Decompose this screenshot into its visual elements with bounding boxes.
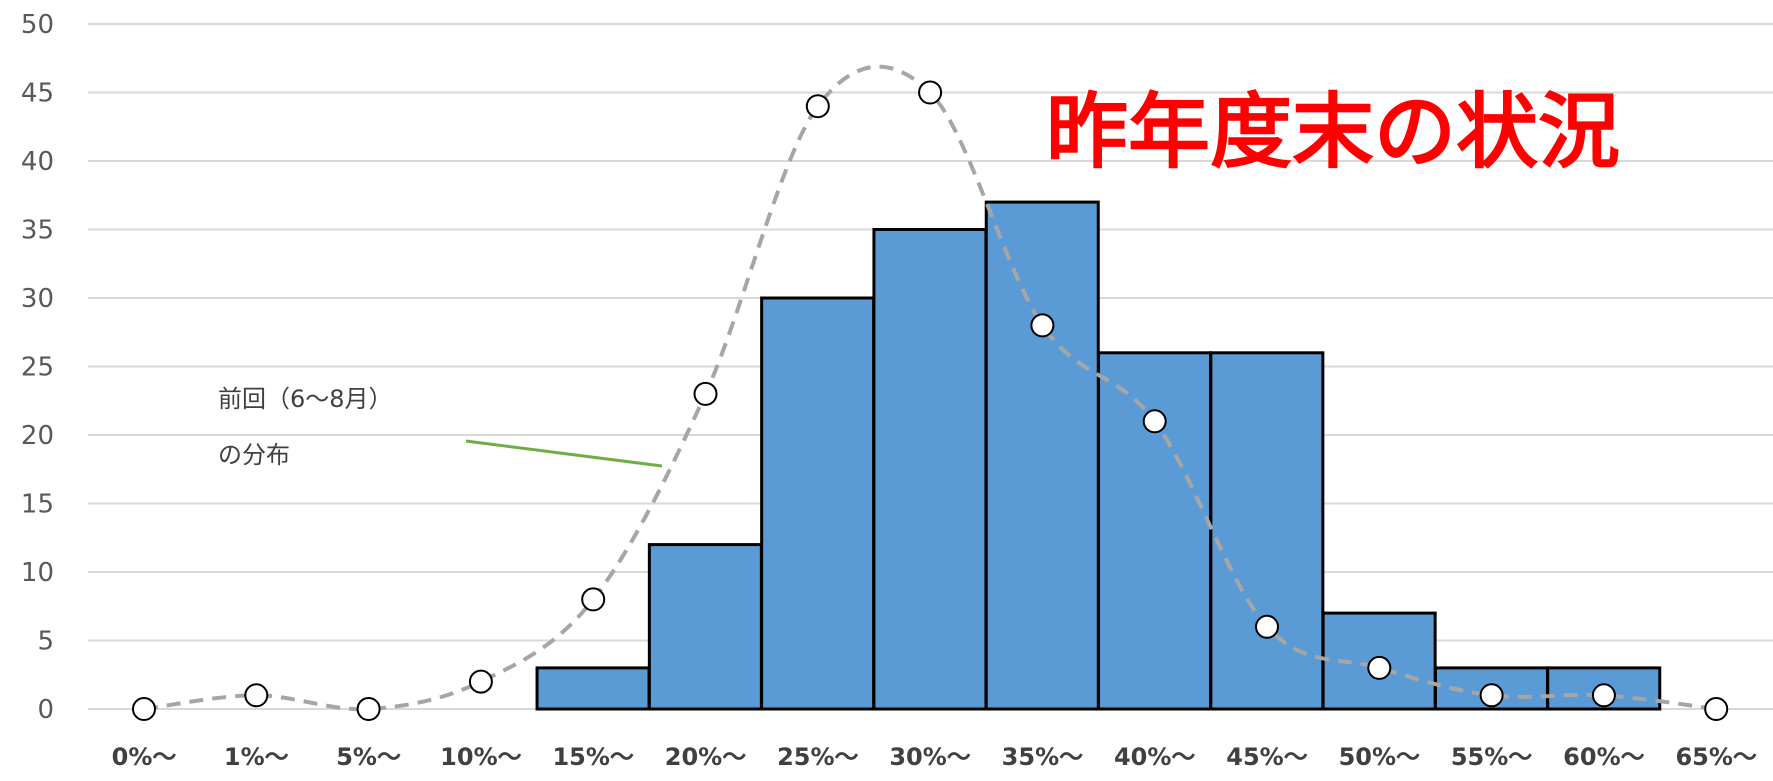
x-tick-label: 40%〜 [1114, 743, 1195, 771]
bar [535, 666, 651, 711]
bar [1097, 351, 1213, 711]
bar [872, 228, 988, 711]
y-tick-label: 50 [21, 10, 54, 40]
y-tick-label: 15 [21, 490, 54, 520]
line-marker [1255, 614, 1279, 639]
x-tick-label: 35%〜 [1002, 743, 1083, 771]
x-tick-label: 45%〜 [1226, 743, 1307, 771]
bar [647, 543, 763, 711]
line-marker [1142, 409, 1167, 434]
line-marker [1479, 683, 1504, 708]
line-marker [918, 80, 943, 105]
line-marker [468, 669, 493, 694]
bar [760, 296, 876, 711]
y-axis-ticks: 0 5 10 15 20 25 30 35 40 45 50 [21, 10, 54, 725]
line-marker [1591, 683, 1616, 708]
y-tick-label: 25 [21, 353, 54, 383]
line-marker [693, 381, 718, 406]
x-tick-label: 0%〜 [112, 743, 177, 771]
bar [1209, 351, 1325, 711]
x-axis-ticks: 0%〜 1%〜 5%〜 10%〜 15%〜 20%〜 25%〜 30%〜 35%〜 40%〜 45%… [112, 743, 1757, 771]
y-tick-label: 20 [21, 421, 54, 451]
y-tick-label: 10 [21, 558, 54, 588]
line-marker [1030, 313, 1055, 338]
annotation-line-1: 前回（6〜8月） [218, 385, 393, 413]
bars [535, 200, 1662, 711]
x-tick-label: 25%〜 [777, 743, 858, 771]
x-tick-label: 65%〜 [1675, 743, 1756, 771]
x-tick-label: 5%〜 [336, 743, 401, 771]
chart-title: 昨年度末の状況 [1046, 85, 1620, 180]
annotation-line-2: の分布 [218, 441, 290, 469]
line-marker [356, 697, 381, 721]
x-tick-label: 30%〜 [889, 743, 970, 771]
previous-distribution-line [132, 64, 1729, 721]
line-marker [805, 94, 830, 119]
x-tick-label: 55%〜 [1451, 743, 1532, 771]
y-tick-label: 45 [21, 79, 54, 109]
y-tick-label: 0 [37, 695, 54, 725]
line-marker [1704, 697, 1729, 721]
line-marker [244, 683, 269, 708]
line-marker [581, 587, 606, 612]
x-tick-label: 50%〜 [1339, 743, 1420, 771]
bar [984, 200, 1100, 711]
y-tick-label: 5 [37, 627, 54, 657]
x-tick-label: 60%〜 [1563, 743, 1644, 771]
x-tick-label: 15%〜 [552, 743, 633, 771]
y-tick-label: 30 [21, 284, 54, 314]
x-tick-label: 10%〜 [440, 743, 521, 771]
line-marker [1367, 655, 1392, 680]
annotation-leader-line [465, 439, 663, 468]
y-tick-label: 40 [21, 147, 54, 177]
y-tick-label: 35 [21, 216, 54, 246]
line-marker [132, 697, 156, 721]
x-tick-label: 1%〜 [224, 743, 289, 771]
x-tick-label: 20%〜 [665, 743, 746, 771]
